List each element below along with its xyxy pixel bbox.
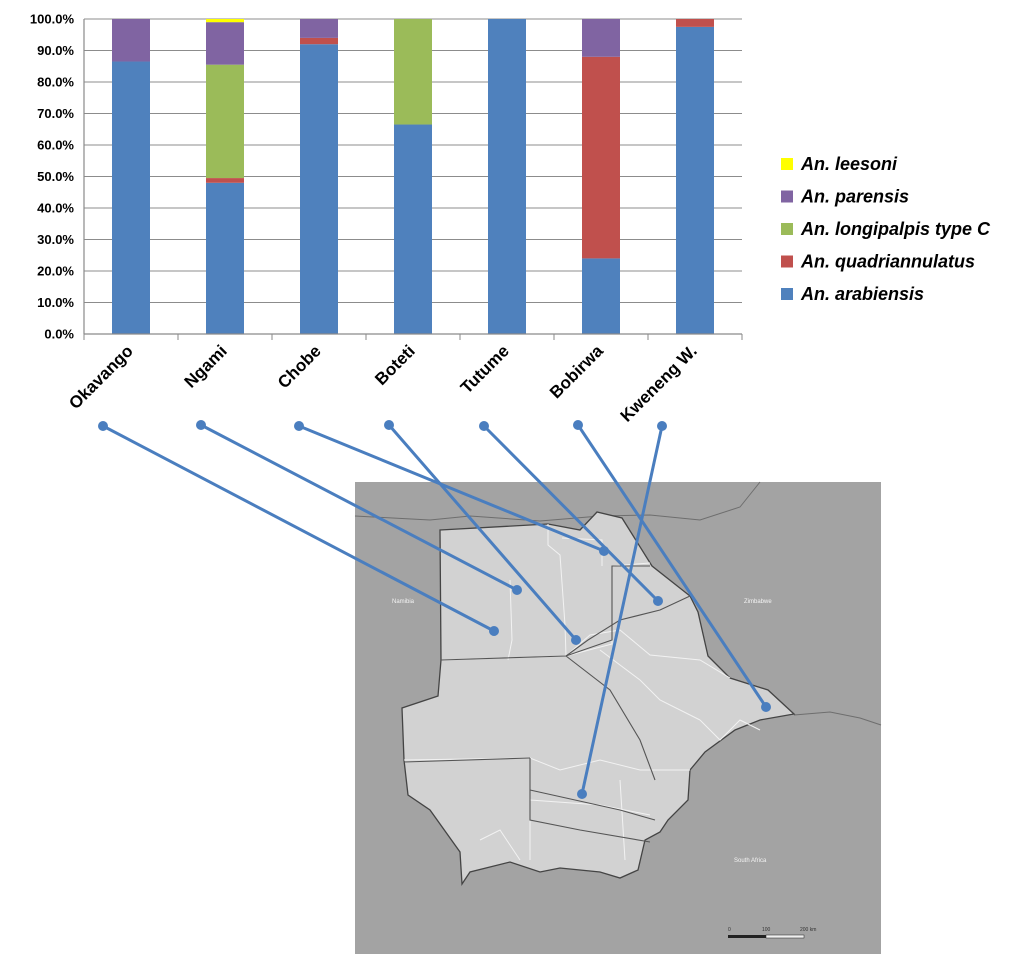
legend-swatch-an-arabiensis	[781, 288, 793, 300]
bar-segment	[112, 61, 150, 335]
scale-label-100: 100	[762, 927, 771, 933]
bar-segment	[300, 44, 338, 334]
legend-swatch-an-parensis	[781, 190, 793, 203]
site-marker-okavango	[489, 626, 499, 636]
legend-swatch-an-leesoni	[781, 158, 793, 170]
country-botswana	[401, 511, 796, 886]
scale-segment-2	[765, 934, 805, 939]
category-labels: Okavango Ngami Chobe Boteti Tutume Bobirwa Kwe…	[65, 341, 701, 426]
connector-start-dot-kweneng-w	[657, 421, 667, 431]
map-label-namibia: Namibia	[392, 599, 415, 605]
y-tick-label: 40.0%	[37, 201, 74, 216]
scale-segment-1	[728, 935, 766, 938]
y-tick-label: 50.0%	[37, 169, 74, 184]
y-tick-label: 90.0%	[37, 43, 74, 58]
y-tick-label: 20.0%	[37, 264, 74, 279]
category-label-bobirwa: Bobirwa	[546, 341, 607, 402]
bar-segment	[206, 178, 244, 183]
category-label-kweneng-w: Kweneng W.	[617, 341, 701, 425]
map-labels: Namibia Zimbabwe South Africa	[392, 599, 772, 864]
bar-segment	[582, 56, 620, 259]
category-label-okavango: Okavango	[65, 341, 137, 413]
bars	[112, 19, 714, 335]
connector-line-chobe	[297, 424, 606, 553]
y-tick-label: 30.0%	[37, 232, 74, 247]
legend-swatch-an-quadriannulatus	[781, 255, 793, 268]
legend-label-an-arabiensis: An. arabiensis	[800, 284, 924, 304]
bar-segment	[488, 19, 526, 334]
neighbour-border-east	[793, 711, 882, 726]
scale-label-200: 200 km	[800, 927, 816, 933]
site-marker-tutume	[653, 596, 663, 606]
connector-start-dot-bobirwa	[573, 420, 583, 430]
bar-segment	[676, 26, 714, 334]
bar-segment	[582, 258, 620, 334]
bar-segment	[394, 19, 432, 125]
scale-label-0: 0	[728, 927, 731, 933]
y-tick-label: 80.0%	[37, 75, 74, 90]
y-tick-label: 10.0%	[37, 295, 74, 310]
bar-segment	[300, 19, 338, 38]
bar-segment	[112, 19, 150, 62]
y-tick-label: 100.0%	[30, 12, 75, 27]
legend-label-an-longipalpis-type-c: An. longipalpis type C	[800, 219, 991, 239]
bar-segment	[206, 182, 244, 334]
connector-start-dot-okavango	[98, 421, 108, 431]
connector-start-dot-tutume	[479, 421, 489, 431]
bar-segment	[394, 124, 432, 335]
site-connectors	[98, 420, 771, 799]
connector-start-dot-boteti	[384, 420, 394, 430]
connector-line-bobirwa	[576, 423, 768, 709]
legend-swatch-an-longipalpis-type-c	[781, 223, 793, 235]
connector-line-kweneng-w	[580, 424, 664, 796]
connector-start-dot-chobe	[294, 421, 304, 431]
bar-segment	[676, 19, 714, 27]
site-marker-ngami	[512, 585, 522, 595]
legend: An. leesoni An. parensis An. longipalpis t…	[781, 154, 991, 304]
bar-segment	[300, 37, 338, 45]
map-label-zimbabwe: Zimbabwe	[744, 599, 772, 605]
category-label-ngami: Ngami	[181, 341, 231, 391]
connector-line-boteti	[387, 423, 578, 642]
site-marker-kweneng-w	[577, 789, 587, 799]
connector-line-okavango	[101, 424, 496, 633]
y-tick-labels: 0.0% 10.0% 20.0% 30.0% 40.0% 50.0% 60.0% 70.0% 8…	[30, 12, 75, 342]
legend-label-an-leesoni: An. leesoni	[800, 154, 898, 174]
connector-line-ngami	[199, 423, 519, 592]
bar-segment	[206, 22, 244, 65]
category-label-chobe: Chobe	[274, 341, 325, 392]
category-label-boteti: Boteti	[371, 341, 418, 388]
map-label-south-africa: South Africa	[734, 858, 767, 864]
botswana-map: Namibia Zimbabwe South Africa 0 100 200 …	[354, 481, 882, 954]
legend-label-an-quadriannulatus: An. quadriannulatus	[800, 252, 975, 272]
site-marker-bobirwa	[761, 702, 771, 712]
x-tick-marks	[83, 334, 743, 340]
legend-label-an-parensis: An. parensis	[800, 187, 909, 207]
y-tick-label: 70.0%	[37, 106, 74, 121]
bar-segment	[582, 19, 620, 57]
stacked-bar-chart: 0.0% 10.0% 20.0% 30.0% 40.0% 50.0% 60.0% 70.0% 8…	[30, 12, 991, 426]
bar-segment	[206, 19, 244, 23]
y-tick-label: 0.0%	[44, 327, 74, 342]
category-label-tutume: Tutume	[457, 341, 513, 397]
bar-segment	[206, 64, 244, 179]
site-marker-boteti	[571, 635, 581, 645]
connector-start-dot-ngami	[196, 420, 206, 430]
y-tick-label: 60.0%	[37, 138, 74, 153]
map-scale-bar: 0 100 200 km	[728, 927, 816, 939]
